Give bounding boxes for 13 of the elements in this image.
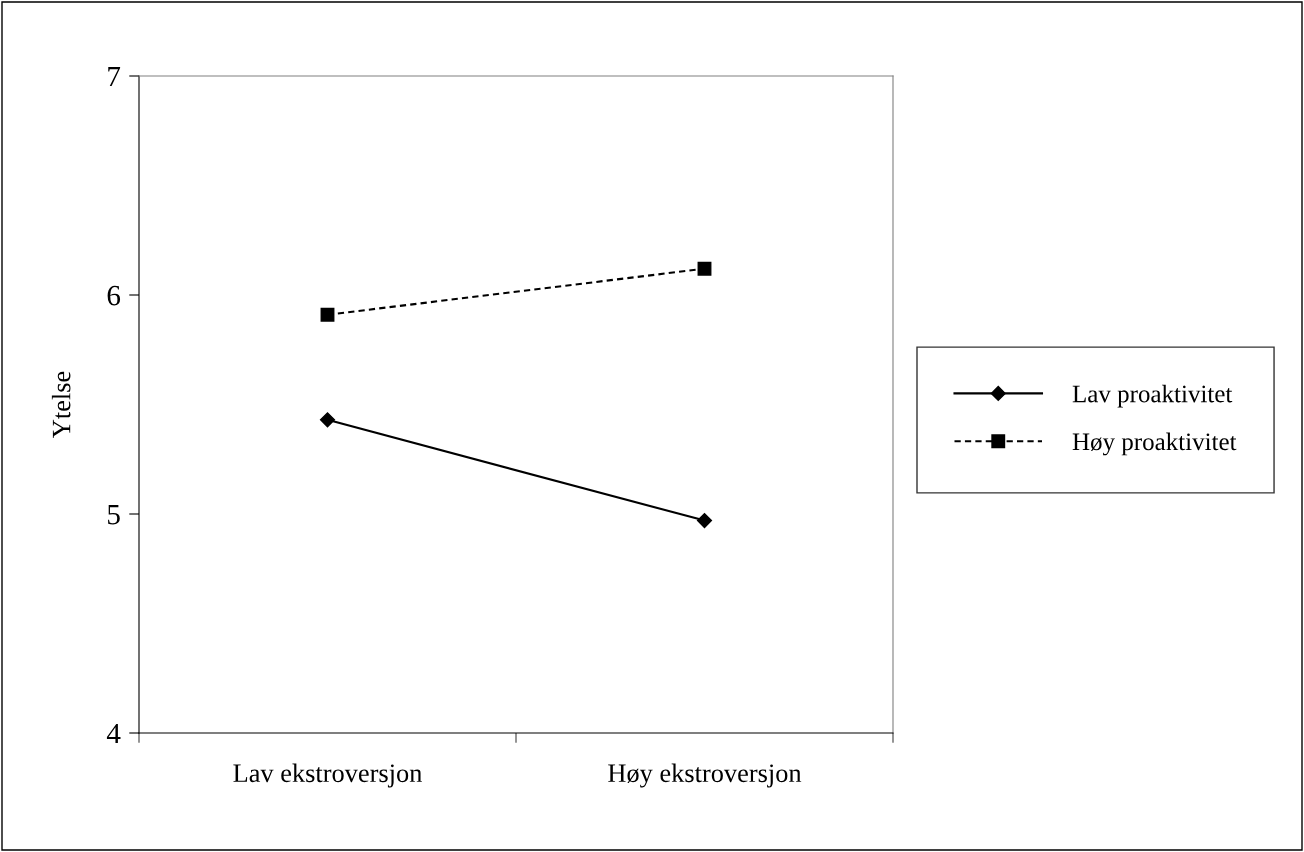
legend-label: Høy proaktivitet [1072, 432, 1237, 456]
y-tick-label: 4 [106, 723, 121, 744]
y-axis-title: Ytelse [51, 371, 71, 438]
legend-label: Lav proaktivitet [1072, 384, 1233, 408]
y-tick-label: 7 [108, 67, 121, 87]
point [319, 412, 336, 428]
point [320, 307, 335, 322]
y-tick-label: 5 [108, 505, 120, 525]
x-tick-label: Lav ekstroversjon [233, 763, 422, 788]
point [696, 512, 713, 529]
x-tick-label: Høy ekstroversjon [608, 763, 802, 788]
point [697, 261, 712, 276]
y-tick-label: 6 [107, 285, 121, 306]
